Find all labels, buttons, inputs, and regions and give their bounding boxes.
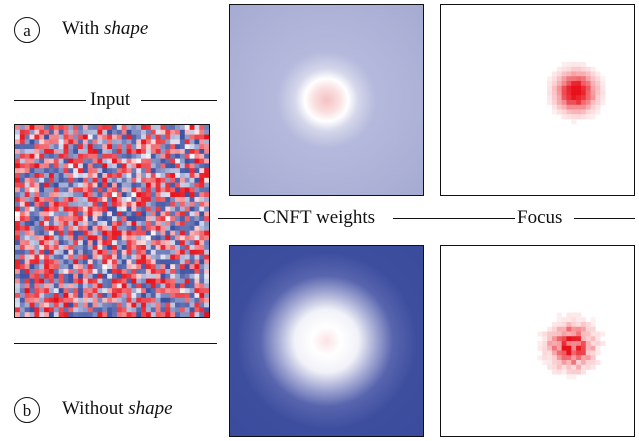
panel-a-caption: With shape <box>62 18 149 39</box>
input-rule-right <box>141 100 217 101</box>
input-label: Input <box>90 89 131 110</box>
panel-b-caption: Without shape <box>62 398 173 419</box>
weights-rule-left <box>218 218 261 219</box>
input-noise-image <box>15 125 209 317</box>
panel-b-caption-emph: shape <box>128 398 173 419</box>
input-rule-left <box>14 100 86 101</box>
separator-rule-b <box>14 343 217 344</box>
cnft-weights-image-a <box>230 5 423 195</box>
focus-rule-right <box>574 218 635 219</box>
focus-panel-a <box>440 4 635 196</box>
focus-image-a <box>547 62 606 125</box>
cnft-weights-panel-a <box>229 4 424 196</box>
focus-panel-b <box>440 245 635 437</box>
cnft-weights-label: CNFT weights <box>263 207 376 228</box>
panel-a-marker: a <box>14 17 40 43</box>
weights-rule-right <box>393 218 515 219</box>
focus-label: Focus <box>517 207 563 228</box>
input-panel <box>14 124 210 318</box>
panel-b-marker: b <box>14 397 40 423</box>
focus-image-b <box>537 312 606 380</box>
cnft-weights-image-b <box>230 246 423 436</box>
panel-a-caption-emph: shape <box>103 18 149 39</box>
cnft-weights-panel-b <box>229 245 424 437</box>
